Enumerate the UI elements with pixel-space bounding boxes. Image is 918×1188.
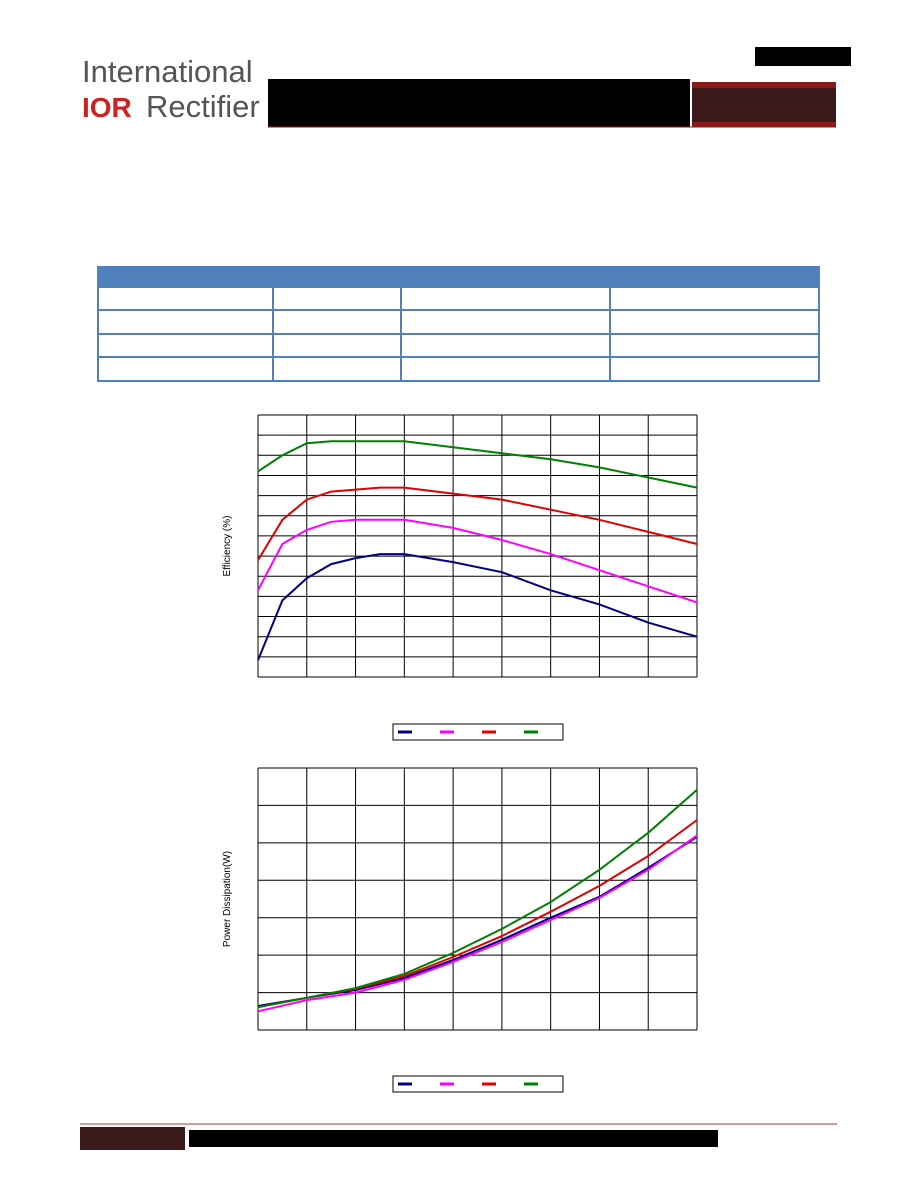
- logo-top: International: [82, 54, 253, 89]
- series-line: [257, 486, 698, 561]
- top-box: [755, 47, 851, 66]
- table-rules: [98, 287, 819, 381]
- series-line: [257, 788, 698, 1009]
- table: [97, 266, 820, 382]
- table-header: [97, 266, 820, 287]
- footer-box: [80, 1127, 185, 1150]
- header-box: [692, 82, 836, 127]
- footer-bar: [189, 1130, 718, 1147]
- series-line: [257, 836, 698, 1007]
- logo-bottom: Rectifier: [146, 89, 260, 124]
- header-bar: [268, 79, 690, 127]
- y-axis-label: Power Dissipation(W): [222, 851, 233, 947]
- series-line: [257, 553, 698, 661]
- header-accent: [692, 122, 836, 127]
- legend: [392, 723, 564, 741]
- series-line: [257, 834, 698, 1013]
- legend: [392, 1075, 564, 1093]
- series-line: [257, 518, 698, 604]
- series-line: [257, 819, 698, 1009]
- series-line: [257, 440, 698, 489]
- logo-mark: IOR: [82, 92, 132, 123]
- header-accent: [692, 82, 836, 88]
- y-axis-label: Efficiency (%): [222, 516, 233, 577]
